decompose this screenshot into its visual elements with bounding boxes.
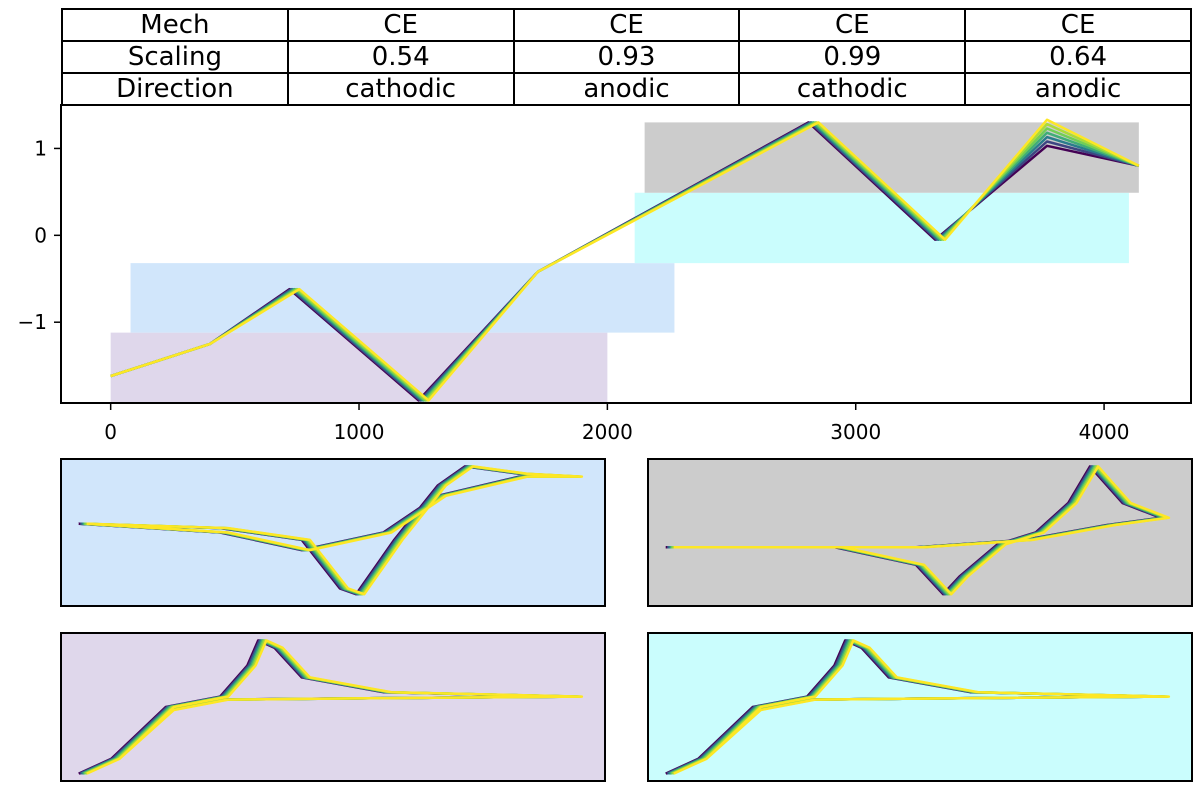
- y-tick-label: 1: [34, 136, 47, 160]
- panel-background: [648, 459, 1192, 606]
- table-cell: 0.64: [964, 40, 1192, 74]
- mechanism-table: Mech CE CE CE CE Scaling 0.54 0.93 0.99 …: [61, 8, 1192, 106]
- shaded-region: [644, 122, 1139, 193]
- panel-background: [61, 633, 605, 781]
- table-cell: 0.54: [286, 40, 515, 74]
- table-cell: CE: [738, 8, 967, 42]
- inset-panel-purple: [60, 632, 606, 782]
- panel-frame: [60, 632, 606, 782]
- x-tick-label: 1000: [334, 420, 385, 444]
- table-cell: CE: [964, 8, 1192, 42]
- table-cell: Scaling: [61, 40, 289, 74]
- inset-panel-gray: [647, 458, 1193, 607]
- table-row: Scaling 0.54 0.93 0.99 0.64: [61, 40, 1192, 74]
- table-cell: anodic: [964, 72, 1192, 106]
- table-cell: CE: [286, 8, 515, 42]
- panel-background: [61, 459, 605, 606]
- panel-frame: [60, 458, 606, 607]
- series-line: [110, 118, 1140, 402]
- table-cell: 0.99: [738, 40, 967, 74]
- series-line: [673, 639, 1171, 775]
- y-tick-label: 0: [34, 223, 47, 247]
- panel-frame: [647, 632, 1193, 782]
- panel-background: [648, 633, 1192, 781]
- table-cell: CE: [512, 8, 741, 42]
- plot-frame: [60, 104, 1192, 404]
- series-line: [673, 465, 1171, 596]
- table-cell: cathodic: [286, 72, 515, 106]
- x-tick-label: 2000: [582, 420, 633, 444]
- series-line: [86, 639, 584, 775]
- x-tick-label: 0: [104, 420, 117, 444]
- inset-panel-blue: [60, 458, 606, 607]
- shaded-region: [634, 192, 1129, 264]
- inset-panel-cyan: [647, 632, 1193, 782]
- series-line: [86, 465, 584, 596]
- panel-frame: [647, 458, 1193, 607]
- table-row: Mech CE CE CE CE: [61, 8, 1192, 42]
- x-tick-label: 3000: [830, 420, 881, 444]
- table-cell: 0.93: [512, 40, 741, 74]
- shaded-region: [130, 263, 675, 333]
- y-tick-label: −1: [18, 310, 47, 334]
- x-tick-label: 4000: [1079, 420, 1130, 444]
- table-row: Direction cathodic anodic cathodic anodi…: [61, 72, 1192, 106]
- table-cell: Mech: [61, 8, 289, 42]
- table-cell: Direction: [61, 72, 289, 106]
